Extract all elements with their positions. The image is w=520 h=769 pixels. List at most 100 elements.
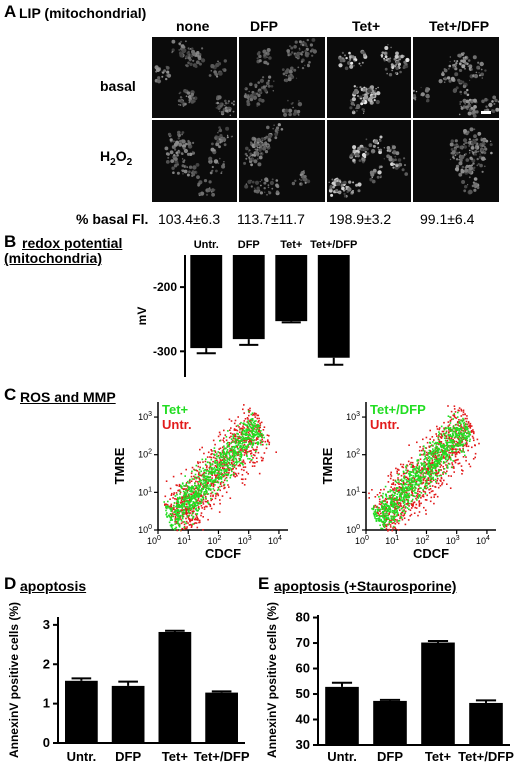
event-dot	[250, 455, 253, 457]
event-dot	[194, 513, 197, 515]
event-dot	[401, 517, 403, 519]
event-dot	[172, 497, 174, 499]
event-dot	[238, 463, 241, 466]
event-dot	[405, 494, 407, 497]
event-dot	[188, 514, 190, 517]
cell-speck	[225, 109, 229, 113]
event-dot	[226, 479, 228, 482]
event-dot	[252, 429, 254, 432]
event-dot	[186, 495, 189, 498]
event-dot	[408, 444, 410, 446]
event-dot	[390, 471, 392, 474]
event-dot	[440, 449, 442, 451]
cell-speck	[178, 92, 181, 95]
event-dot	[400, 489, 403, 492]
event-dot	[231, 463, 233, 465]
event-dot	[375, 506, 378, 508]
event-dot	[199, 474, 201, 476]
event-dot	[396, 505, 398, 507]
event-dot	[202, 529, 204, 531]
event-dot	[240, 421, 242, 424]
event-dot	[385, 528, 388, 530]
event-dot	[206, 483, 208, 485]
event-dot	[424, 475, 427, 478]
event-dot	[438, 474, 440, 477]
event-dot	[384, 519, 386, 521]
event-dot	[181, 506, 184, 508]
event-dot	[221, 476, 223, 479]
event-dot	[402, 491, 404, 493]
event-dot	[206, 456, 209, 458]
cell-speck	[161, 75, 164, 78]
event-dot	[442, 433, 445, 435]
cell-speck	[394, 158, 397, 161]
event-dot	[225, 436, 228, 438]
event-dot	[385, 503, 388, 505]
cell-speck	[290, 66, 294, 71]
event-dot	[172, 475, 175, 478]
cell-speck	[296, 52, 301, 56]
event-dot	[206, 476, 209, 479]
y-tick-label: 100	[138, 524, 152, 535]
event-dot	[207, 478, 209, 481]
x-tick-label: 100	[355, 535, 369, 546]
event-dot	[206, 491, 208, 493]
event-dot	[241, 446, 244, 449]
event-dot	[257, 421, 259, 423]
cell-speck	[256, 102, 260, 106]
cell-speck	[157, 76, 161, 80]
event-dot	[458, 419, 460, 421]
cell-speck	[332, 185, 335, 189]
cell-speck	[385, 58, 388, 61]
event-dot	[456, 445, 459, 447]
event-dot	[425, 481, 428, 484]
event-dot	[435, 465, 438, 468]
event-dot	[447, 458, 449, 461]
event-dot	[398, 486, 401, 488]
cell-speck	[454, 64, 457, 67]
event-dot	[425, 467, 428, 470]
event-dot	[214, 474, 216, 476]
event-dot	[458, 441, 461, 443]
cell-speck	[298, 40, 302, 44]
condition-label-none: none	[176, 18, 210, 34]
event-dot	[381, 500, 384, 502]
event-dot	[244, 447, 246, 449]
event-dot	[409, 463, 411, 466]
event-dot	[261, 432, 263, 435]
event-dot	[234, 433, 237, 436]
cell-speck	[181, 158, 184, 160]
event-dot	[175, 492, 178, 494]
cell-speck	[214, 72, 218, 76]
event-dot	[460, 450, 462, 452]
event-dot	[254, 454, 256, 457]
cell-speck	[349, 106, 353, 110]
event-dot	[223, 462, 225, 464]
event-dot	[225, 462, 227, 464]
event-dot	[249, 409, 251, 412]
event-dot	[454, 453, 457, 456]
event-dot	[410, 507, 413, 509]
event-dot	[222, 456, 224, 459]
event-dot	[469, 433, 471, 436]
event-dot	[197, 490, 200, 493]
event-dot	[204, 496, 207, 498]
event-dot	[183, 512, 185, 515]
event-dot	[221, 463, 224, 465]
event-dot	[247, 410, 250, 413]
event-dot	[429, 470, 431, 473]
cell-speck	[304, 43, 308, 47]
event-dot	[241, 463, 244, 465]
cell-speck	[348, 180, 352, 184]
cell-speck	[473, 140, 477, 145]
cell-speck	[223, 59, 227, 63]
event-dot	[253, 424, 255, 427]
event-dot	[216, 481, 218, 483]
event-dot	[196, 481, 199, 483]
event-dot	[188, 488, 191, 490]
event-dot	[215, 457, 218, 460]
event-dot	[200, 514, 202, 517]
event-dot	[426, 473, 429, 475]
event-dot	[260, 434, 262, 436]
event-dot	[418, 494, 420, 497]
